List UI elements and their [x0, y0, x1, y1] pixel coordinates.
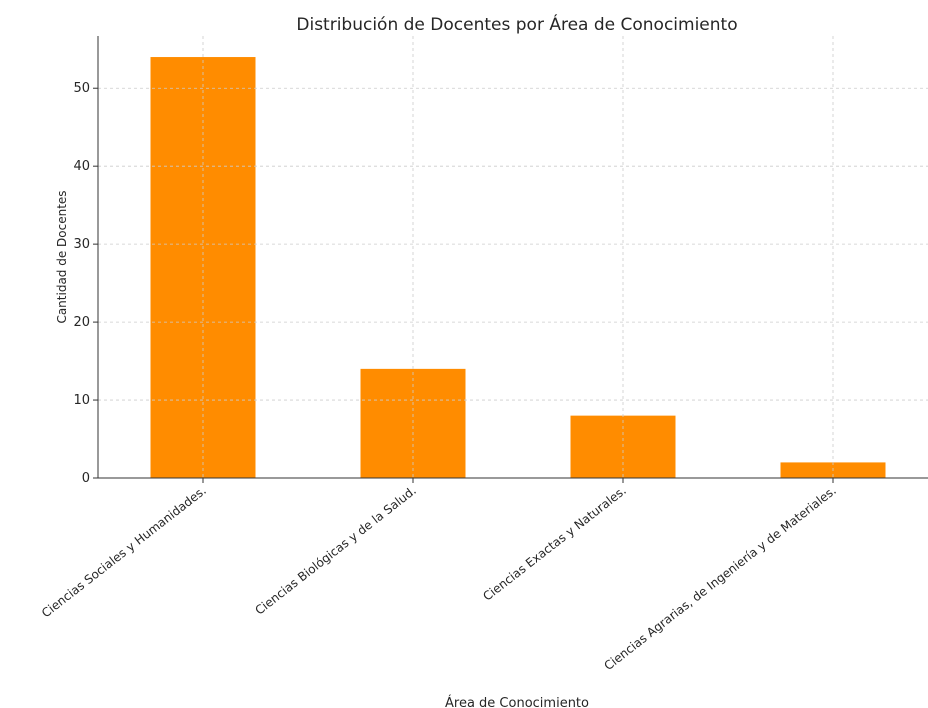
y-tick-label: 50 — [73, 81, 90, 96]
y-axis-label: Cantidad de Docentes — [55, 190, 69, 323]
x-tick-label: Ciencias Agrarias, de Ingeniería y de Ma… — [601, 483, 838, 673]
axes — [97, 36, 928, 479]
x-ticks: Ciencias Sociales y Humanidades. Ciencias… — [39, 478, 839, 673]
y-ticks: 0 10 20 30 40 50 — [73, 81, 98, 486]
y-tick-label: 40 — [73, 159, 90, 174]
x-tick-label: Ciencias Exactas y Naturales. — [480, 483, 628, 603]
y-tick-label: 10 — [73, 393, 90, 408]
y-tick-label: 0 — [82, 471, 90, 486]
x-tick-label: Ciencias Sociales y Humanidades. — [39, 483, 209, 620]
bars — [150, 57, 886, 479]
y-tick-label: 20 — [73, 315, 90, 330]
y-tick-label: 30 — [73, 237, 90, 252]
x-tick-label: Ciencias Biológicas y de la Salud. — [252, 483, 418, 617]
bar — [360, 368, 466, 478]
x-axis-label: Área de Conocimiento — [445, 695, 589, 708]
chart-title: Distribución de Docentes por Área de Con… — [296, 13, 737, 35]
